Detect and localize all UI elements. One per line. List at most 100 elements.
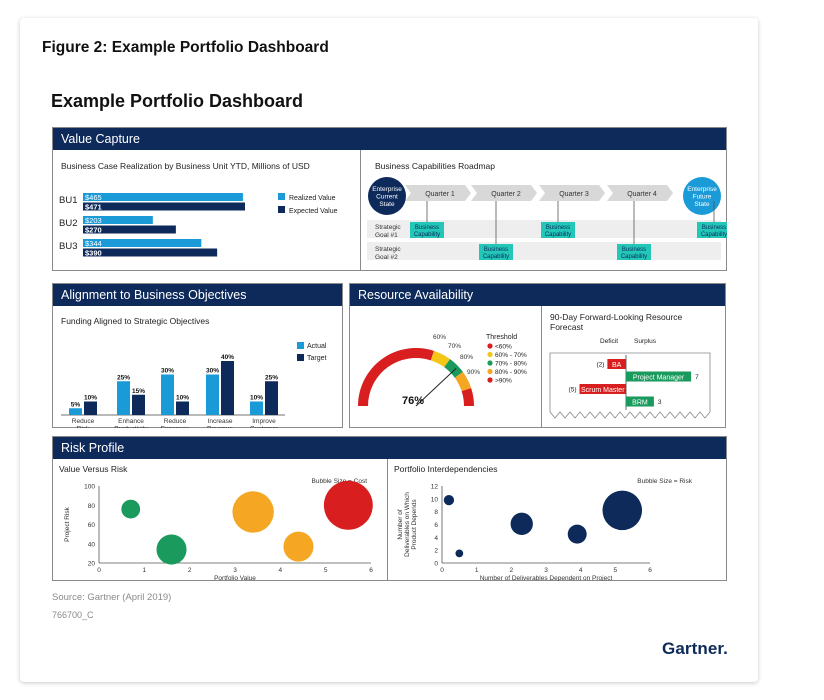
gauge-band [461, 388, 474, 406]
bubble-y-tick: 12 [431, 484, 439, 491]
roadmap-capability-box [410, 222, 444, 238]
bubble-point [283, 531, 314, 562]
bu-bar-label: $471 [85, 203, 102, 212]
roadmap-goal-band [367, 242, 721, 260]
bubble-x-tick: 6 [369, 567, 373, 574]
roadmap-capability-label: Capability [545, 232, 571, 238]
gauge-legend-dot [487, 368, 493, 375]
funding-bar-label: 15% [132, 388, 145, 395]
bubble-point [567, 524, 587, 544]
gauge-band [430, 350, 451, 368]
value-capture-divider [360, 150, 361, 270]
funding-bar [161, 374, 174, 415]
resource-header: Resource Availability [350, 284, 725, 306]
bubble-y-label: Product Depends [411, 499, 418, 550]
forecast-value-label: (2) [596, 362, 604, 369]
bubble-y-tick: 0 [434, 561, 438, 568]
roadmap-title: Business Capabilities Roadmap [375, 161, 496, 171]
gauge-legend-dot [487, 377, 493, 383]
bubble-y-tick: 10 [431, 496, 439, 503]
bubble-chart-title: Value Versus Risk [59, 464, 128, 474]
bu-bar [83, 193, 243, 201]
roadmap-capability-label: Capability [414, 232, 440, 238]
forecast-bar-label: Scrum Master [581, 387, 625, 394]
forecast-title: 90-Day Forward-Looking Resource [550, 312, 683, 322]
gauge-legend-label: 70% - 80% [495, 361, 527, 368]
bubble-point [510, 512, 533, 536]
forecast-value-label: 3 [658, 399, 662, 406]
roadmap-capability-label: Capability [701, 232, 727, 238]
roadmap-goal-label: Strategic [375, 224, 401, 231]
gartner-logo-text: Gartner [662, 639, 724, 658]
funding-legend-swatch [297, 354, 304, 361]
funding-category-label: Revenue [207, 426, 233, 429]
risk-panel: Risk Profile Value Versus Risk Bubble Siz… [52, 436, 727, 581]
bu-legend-swatch [278, 193, 285, 200]
funding-bar [132, 394, 145, 415]
gauge-tick-label: 60% [433, 334, 446, 341]
funding-category-label: Improve [252, 418, 276, 425]
funding-bar [250, 401, 263, 415]
funding-bar [69, 408, 82, 415]
funding-bar [206, 374, 219, 415]
alignment-header: Alignment to Business Objectives [53, 284, 342, 306]
bu-legend-label: Expected Value [289, 208, 338, 215]
funding-bar-label: 25% [265, 374, 278, 381]
bubble-x-tick: 3 [544, 567, 548, 574]
gauge-needle [415, 367, 457, 407]
alignment-panel: Alignment to Business Objectives Funding… [52, 283, 343, 428]
gauge-band [358, 348, 434, 406]
bubble-y-tick: 40 [88, 541, 96, 548]
funding-bar-label: 30% [161, 368, 174, 375]
roadmap-quarter-chevron [471, 185, 537, 201]
bubble-point [323, 480, 373, 530]
funding-bar-label: 10% [250, 395, 263, 402]
funding-category-label: Risk [77, 426, 90, 429]
interdependencies-chart: Portfolio Interdependencies Bubble Size =… [394, 464, 693, 581]
funding-category-label: Reduce [72, 418, 95, 425]
forecast-bar [607, 359, 626, 369]
bubble-point [455, 549, 464, 558]
gauge-tick-label: 70% [448, 343, 461, 350]
gauge-band [454, 371, 472, 392]
funding-legend-swatch [297, 342, 304, 349]
bubble-point [443, 494, 455, 506]
bubble-point [232, 491, 274, 533]
gauge-legend-label: 80% - 90% [495, 369, 527, 376]
roadmap-capability-label: Capability [621, 254, 647, 260]
roadmap-capability-box [541, 222, 575, 238]
bu-bar-label: $344 [85, 239, 102, 248]
roadmap-quarter-label: Quarter 4 [627, 191, 657, 198]
funding-bar-label: 5% [71, 401, 81, 408]
funding-bar-label: 40% [221, 354, 234, 361]
roadmap-capability-box [697, 222, 727, 238]
roadmap-capability-label: Business [622, 247, 646, 253]
source-note: Source: Gartner (April 2019) [52, 592, 172, 603]
roadmap-current-state-label: State [379, 201, 395, 208]
gauge-tick-label: 80% [460, 354, 473, 361]
bubble-y-tick: 8 [434, 509, 438, 516]
bubble-y-tick: 6 [434, 522, 438, 529]
bu-bar [83, 239, 202, 247]
bubble-x-tick: 4 [279, 567, 283, 574]
roadmap-future-state-label: Enterprise [687, 186, 717, 193]
forecast-bar [626, 371, 692, 382]
gauge-tick-label: 90% [467, 369, 480, 376]
forecast-title: Forecast [550, 322, 584, 332]
bubble-y-tick: 100 [84, 484, 95, 491]
funding-legend-label: Actual [307, 343, 327, 350]
bubble-y-tick: 2 [434, 548, 438, 555]
bu-bar [83, 225, 176, 234]
bu-bar-label: $270 [85, 226, 102, 235]
funding-category-label: Customer [250, 426, 279, 429]
roadmap-future-state-label: Future [693, 194, 712, 201]
document-id: 766700_C [52, 610, 94, 620]
bubble-y-label: Number of [397, 509, 404, 540]
bubble-x-label: Number of Deliverables Dependent on Proj… [480, 575, 613, 581]
forecast-bar [579, 384, 626, 394]
forecast-value-label: (5) [569, 387, 577, 394]
funding-bar [117, 381, 130, 415]
bubble-chart-note: Bubble Size = Cost [312, 478, 368, 485]
funding-bar [176, 401, 189, 415]
